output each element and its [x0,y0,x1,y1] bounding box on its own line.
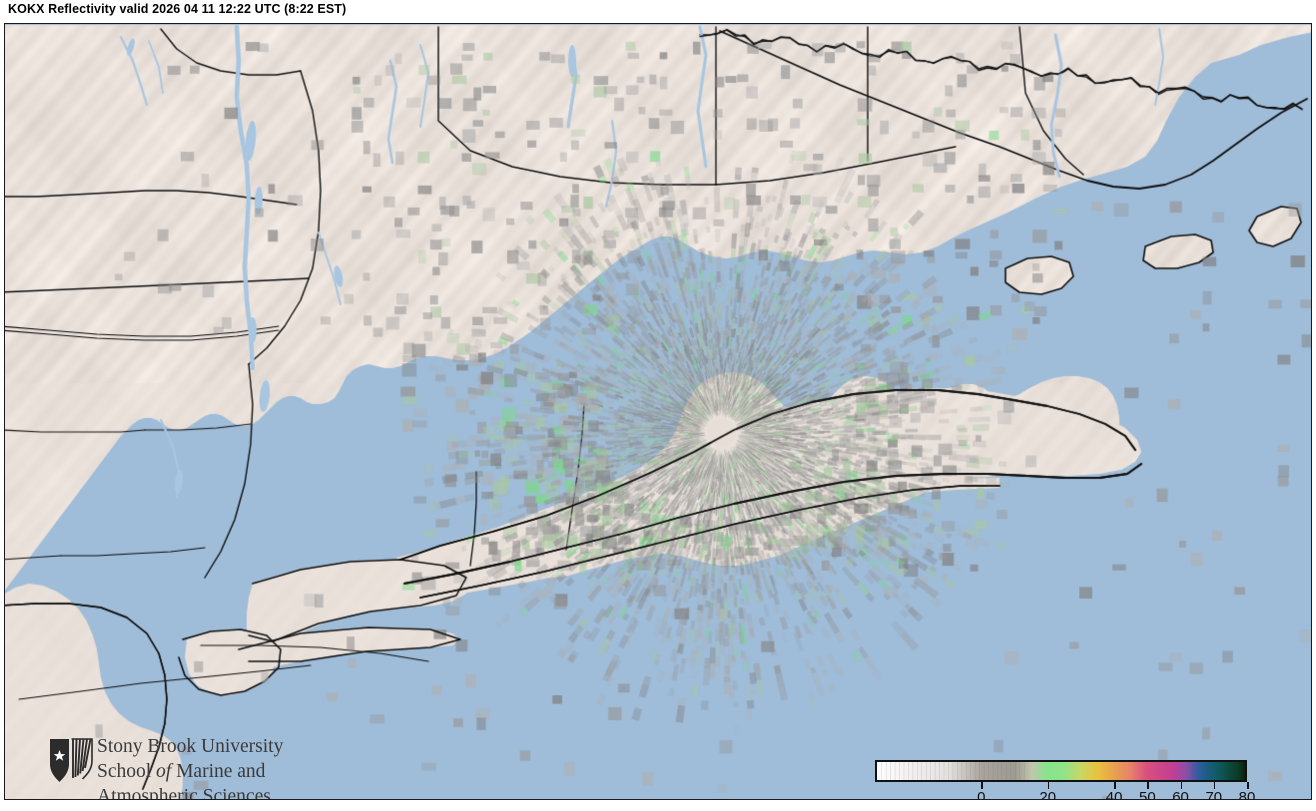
colorbar-tick [1213,782,1216,789]
colorbar-tick [1147,782,1149,789]
colorbar-tick-label: 70 [1205,789,1223,800]
colorbar-tick [1114,782,1116,789]
page-title: KOKX Reflectivity valid 2026 04 11 12:22… [8,2,347,16]
colorbar-tick-label: 0 [977,789,986,800]
colorbar-tick [981,782,983,789]
radar-map-canvas[interactable] [5,24,1311,799]
colorbar-tick [1180,782,1183,789]
colorbar-labels: 0 20 40 50 60 70 80 [875,789,1255,800]
colorbar-tick [1047,782,1050,789]
colorbar-gradient [875,760,1247,782]
radar-map-frame[interactable]: Stony Brook University School of Marine … [4,23,1312,800]
colorbar-tick [1247,782,1249,789]
colorbar-tick-label: 80 [1238,789,1256,800]
colorbar-tick-label: 60 [1172,789,1189,800]
colorbar-tick-label: 20 [1039,789,1057,800]
colorbar-tick-label: 40 [1105,789,1123,800]
colorbar-ticks [875,782,1249,789]
colorbar-tick-label: 50 [1139,789,1156,800]
reflectivity-colorbar: 0 20 40 50 60 70 80 [875,760,1255,799]
